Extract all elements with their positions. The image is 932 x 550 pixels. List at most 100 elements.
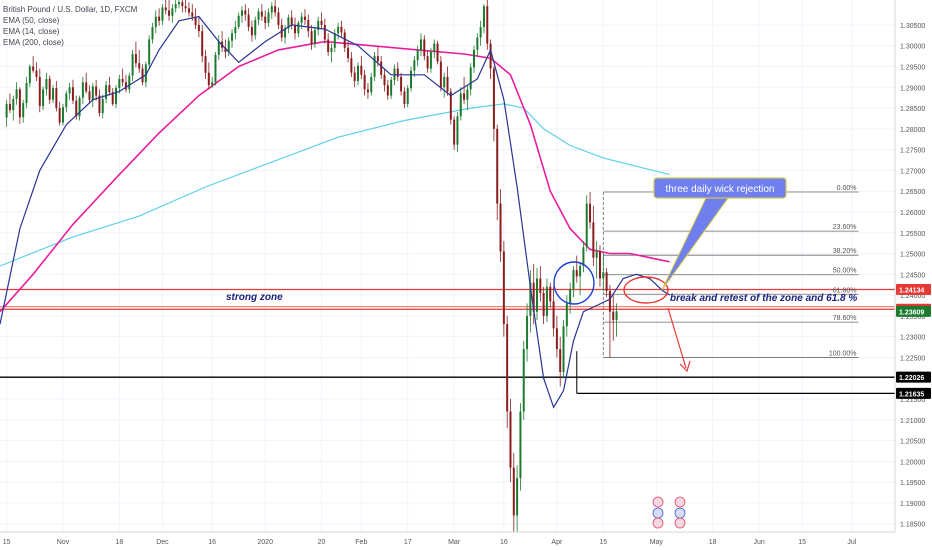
candle-down — [575, 270, 578, 277]
candle-down — [350, 58, 353, 73]
symbol-title[interactable]: British Pound / U.S. Dollar, 1D, FXCM — [3, 5, 138, 14]
price-tick-label: 1.24500 — [900, 272, 925, 279]
price-tick-label: 1.21000 — [900, 418, 925, 425]
candle-down — [366, 89, 369, 93]
candles — [5, 0, 618, 532]
time-tick-label: Jul — [847, 539, 856, 546]
fibonacci-retracement[interactable]: 0.00% 23.60% 38.20% 50.00% 61.80% 78.60% 100.0… — [602, 185, 859, 358]
candle-down — [290, 17, 293, 25]
candle-up — [118, 78, 121, 89]
candle-up — [240, 10, 243, 16]
candle-up — [317, 20, 320, 30]
candle-down — [98, 95, 101, 114]
wick-rejection-text: three daily wick rejection — [666, 184, 775, 195]
candle-up — [602, 272, 605, 279]
time-tick-label: May — [650, 539, 664, 546]
price-tick-label: 1.19500 — [900, 480, 925, 487]
candle-up — [28, 66, 31, 84]
event-flag-icon[interactable] — [674, 517, 686, 529]
candle-down — [168, 10, 171, 16]
price-tick-label: 1.25500 — [900, 231, 925, 238]
event-flag-icon[interactable] — [674, 507, 686, 519]
candle-down — [201, 31, 204, 57]
candle-down — [512, 467, 515, 516]
candle-down — [277, 12, 280, 25]
candle-down — [496, 128, 499, 204]
candle-up — [45, 78, 48, 90]
legend-ema200[interactable]: EMA (200, close) — [3, 38, 64, 47]
candle-down — [353, 72, 356, 82]
indicator-legend[interactable]: British Pound / U.S. Dollar, 1D, FXCM EM… — [3, 4, 137, 48]
candle-up — [469, 67, 472, 90]
candle-down — [605, 272, 608, 291]
candle-up — [91, 86, 94, 100]
candle-up — [443, 76, 446, 88]
candle-down — [446, 76, 449, 92]
time-tick-label: 18 — [709, 539, 717, 546]
time-tick-label: 17 — [404, 539, 412, 546]
candle-up — [78, 97, 81, 117]
price-axis[interactable]: 1.18500 1.19000 1.19500 1.20000 1.20500 1.210… — [894, 0, 932, 550]
price-tick-label: 1.27500 — [900, 148, 925, 155]
candle-up — [476, 37, 479, 50]
candle-up — [174, 4, 177, 9]
ema-200-path — [0, 103, 670, 267]
candle-up — [473, 49, 476, 68]
candle-down — [85, 82, 88, 92]
candle-down — [207, 72, 210, 86]
candle-down — [363, 74, 366, 90]
candle-down — [184, 6, 187, 9]
fib-level-label: 50.00% — [833, 268, 857, 275]
price-tick-label: 1.29000 — [900, 85, 925, 92]
drawings[interactable]: three daily wick rejection strong zone b… — [226, 177, 857, 529]
event-flag-icon[interactable] — [652, 517, 664, 529]
candle-up — [429, 51, 432, 69]
candle-down — [260, 11, 263, 17]
fib-level-label: 61.80% — [833, 287, 857, 294]
price-tick-label: 1.23500 — [900, 314, 925, 321]
time-tick-label: Mar — [448, 539, 461, 546]
candle-down — [158, 16, 161, 21]
event-flag-icon[interactable] — [652, 496, 664, 508]
ema-14-path — [0, 15, 670, 409]
candle-up — [536, 278, 538, 312]
time-axis[interactable]: 15 Nov 18 Dec 16 2020 20 Feb 17 Mar 16 Apr 15 May 18 Ju… — [0, 531, 932, 550]
ema-200-line — [0, 103, 670, 267]
price-tick-label: 1.18500 — [900, 522, 925, 529]
candle-down — [58, 108, 61, 123]
event-icons[interactable] — [652, 496, 686, 529]
time-axis-background — [0, 532, 932, 550]
candle-up — [529, 282, 532, 316]
event-flag-icon[interactable] — [652, 507, 664, 519]
candle-up — [373, 56, 376, 77]
candle-down — [463, 93, 466, 100]
candle-down — [499, 203, 502, 252]
legend-ema50[interactable]: EMA (50, close) — [3, 16, 60, 25]
candle-down — [124, 82, 127, 90]
candle-down — [55, 88, 58, 109]
legend-ema14[interactable]: EMA (14, close) — [3, 27, 60, 36]
candle-down — [608, 290, 611, 312]
candle-up — [357, 65, 359, 82]
candle-up — [330, 47, 333, 52]
candle-up — [68, 87, 71, 94]
red-arrow-line — [667, 307, 687, 369]
break-retest-text: break and retest of the zone and 61.8 % — [670, 293, 857, 304]
time-tick-label: Nov — [57, 539, 70, 546]
fib-level-label: 0.00% — [837, 185, 857, 192]
candle-up — [287, 17, 290, 29]
candle-up — [161, 7, 164, 21]
candle-down — [274, 6, 277, 13]
event-flag-icon[interactable] — [674, 496, 686, 508]
candle-down — [400, 76, 403, 92]
candle-up — [313, 29, 316, 44]
candle-down — [191, 12, 194, 17]
blue-circle-annotation — [553, 261, 595, 305]
candle-down — [539, 278, 542, 294]
candle-down — [75, 100, 78, 117]
candle-down — [439, 61, 442, 88]
price-tick-label: 1.21500 — [900, 397, 925, 404]
time-tick-label: 16 — [500, 539, 508, 546]
price-tick-labels: 1.18500 1.19000 1.19500 1.20000 1.20500 1.210… — [900, 23, 925, 529]
